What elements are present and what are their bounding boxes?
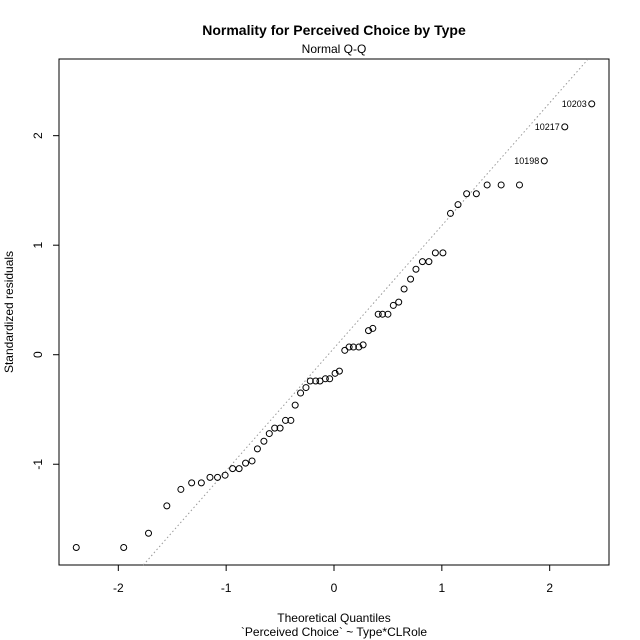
y-tick-label: 0 (31, 351, 45, 358)
data-point (472, 190, 480, 198)
data-point (248, 457, 256, 465)
x-tick-label: 1 (438, 581, 445, 595)
data-point (145, 529, 153, 537)
chart-title: Normality for Perceived Choice by Type (202, 22, 466, 38)
x-axis-label: Theoretical Quantiles (277, 611, 390, 625)
data-point (163, 502, 171, 510)
y-tick-label: -1 (31, 459, 45, 470)
x-axis-formula-label: `Perceived Choice` ~ Type*CLRole (241, 625, 428, 639)
x-tick-label: -1 (221, 581, 232, 595)
data-point (446, 209, 454, 217)
data-point (359, 341, 367, 349)
data-point (206, 473, 214, 481)
data-point (418, 258, 426, 266)
data-point (287, 416, 295, 424)
data-point (497, 181, 505, 189)
data-point (341, 346, 349, 354)
data-point (271, 424, 279, 432)
data-point (335, 367, 343, 375)
data-point (306, 377, 314, 385)
qq-reference-line (142, 58, 589, 566)
data-point (425, 258, 433, 266)
data-point (454, 201, 462, 209)
data-point (345, 343, 353, 351)
point-label: 10217 (535, 122, 560, 132)
y-tick-label: 1 (31, 242, 45, 249)
y-axis: -1 0 1 2 (31, 132, 59, 470)
data-point (369, 324, 377, 332)
data-point (260, 437, 268, 445)
point-label: 10198 (514, 156, 539, 166)
data-point (291, 401, 299, 409)
data-point (412, 265, 420, 273)
points-layer (72, 100, 596, 551)
data-point (281, 416, 289, 424)
data-point (389, 301, 397, 309)
data-point (349, 343, 357, 351)
data-point (515, 181, 523, 189)
data-point (297, 389, 305, 397)
data-point (214, 473, 222, 481)
data-point (400, 285, 408, 293)
data-point (431, 249, 439, 257)
data-point (561, 123, 569, 131)
data-point (540, 157, 548, 165)
data-point (265, 430, 273, 438)
data-point (242, 459, 250, 467)
x-tick-label: 2 (546, 581, 553, 595)
data-point (395, 298, 403, 306)
data-point (302, 384, 310, 392)
data-point (463, 190, 471, 198)
data-point (374, 310, 382, 318)
x-axis: -2 -1 0 1 2 (113, 565, 553, 595)
data-point (384, 310, 392, 318)
point-label: 10203 (562, 99, 587, 109)
data-point (188, 479, 196, 487)
data-point (312, 377, 320, 385)
data-point (439, 249, 447, 257)
data-point (229, 465, 237, 473)
y-tick-label: 2 (31, 132, 45, 139)
chart-subtitle: Normal Q-Q (302, 42, 367, 56)
data-point (253, 445, 261, 453)
data-point (221, 471, 229, 479)
plot-frame (58, 58, 610, 566)
x-tick-label: -2 (113, 581, 124, 595)
data-point (177, 485, 185, 493)
reference-line-layer (142, 58, 589, 566)
data-point (326, 375, 334, 383)
data-point (276, 424, 284, 432)
data-point (120, 543, 128, 551)
data-point (483, 181, 491, 189)
data-point (588, 100, 596, 108)
data-point (321, 375, 329, 383)
data-point (331, 369, 339, 377)
data-point (355, 343, 363, 351)
data-point (407, 275, 415, 283)
data-point (365, 327, 373, 335)
x-tick-label: 0 (331, 581, 338, 595)
data-point (72, 543, 80, 551)
data-point (379, 310, 387, 318)
y-axis-label: Standardized residuals (2, 251, 16, 373)
data-point (235, 465, 243, 473)
data-point (197, 479, 205, 487)
point-labels-layer: 10198 10217 10203 (514, 99, 586, 166)
